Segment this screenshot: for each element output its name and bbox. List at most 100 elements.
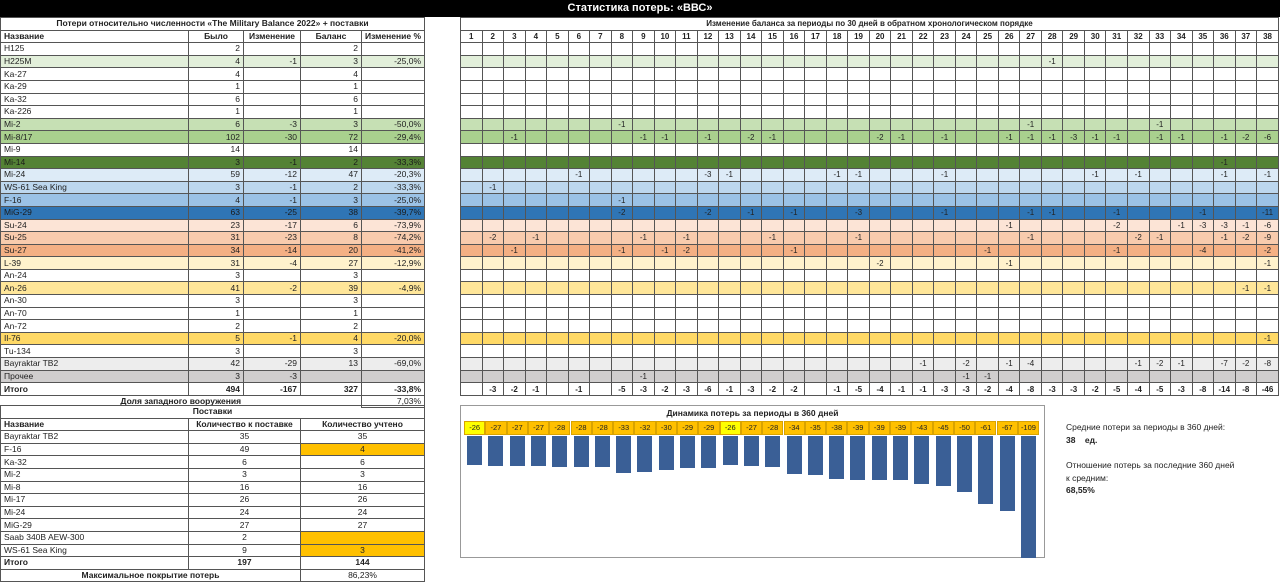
period-cell xyxy=(1083,306,1107,321)
period-cell xyxy=(675,256,698,270)
grid-row: -1 xyxy=(460,155,1279,170)
period-cell: -1 xyxy=(1256,168,1279,182)
balance-count: 3 xyxy=(300,268,362,283)
period-cell xyxy=(546,117,569,132)
period-cell: -1 xyxy=(997,130,1021,144)
period-column-header: 16 xyxy=(782,29,806,44)
supply-row: F-16 49 4 xyxy=(0,442,426,457)
period-cell xyxy=(1083,331,1107,346)
period-cell: -1 xyxy=(503,130,526,144)
period-cell xyxy=(954,205,978,220)
period-cell: -1 xyxy=(1170,218,1193,233)
period-cell xyxy=(825,306,849,321)
period-cell xyxy=(1191,117,1215,132)
period-cell xyxy=(976,319,999,333)
period-cell xyxy=(696,344,720,359)
period-cell xyxy=(567,67,591,81)
period-cell xyxy=(868,67,892,81)
period-cell xyxy=(761,331,784,346)
period-cell xyxy=(933,142,956,157)
period-cell xyxy=(739,294,763,308)
aircraft-name: Mi-14 xyxy=(0,155,189,170)
bar xyxy=(999,436,1015,511)
period-cell xyxy=(782,357,806,371)
period-cell: -1 xyxy=(653,130,677,144)
period-cell xyxy=(696,268,720,283)
period-cell xyxy=(782,42,806,56)
period-total-cell: -1 xyxy=(890,382,913,396)
period-cell xyxy=(1040,42,1064,56)
period-cell: -1 xyxy=(1126,168,1150,182)
period-cell xyxy=(696,256,720,270)
period-cell xyxy=(997,54,1021,69)
period-cell xyxy=(481,193,505,207)
supply-row: Saab 340B AEW-300 2 xyxy=(0,530,426,545)
period-cell: -3 xyxy=(847,205,870,220)
period-cell xyxy=(890,105,913,119)
period-cell xyxy=(868,205,892,220)
aircraft-name: Mi-9 xyxy=(0,142,189,157)
period-cell xyxy=(546,155,569,170)
period-cell xyxy=(911,331,935,346)
period-cell xyxy=(653,42,677,56)
period-cell xyxy=(589,105,612,119)
period-cell: -7 xyxy=(1213,357,1236,371)
period-cell xyxy=(954,344,978,359)
period-cell xyxy=(976,155,999,170)
period-cell: -2 xyxy=(1105,218,1128,233)
period-cell xyxy=(481,331,505,346)
column-header: Название xyxy=(0,417,189,432)
period-cell xyxy=(1105,281,1128,296)
period-cell xyxy=(481,168,505,182)
period-column-header: 38 xyxy=(1256,29,1279,44)
period-column-header: 36 xyxy=(1213,29,1236,44)
period-cell xyxy=(1191,294,1215,308)
period-column-header: 6 xyxy=(567,29,591,44)
period-cell xyxy=(610,79,634,94)
period-cell xyxy=(546,268,569,283)
period-cell xyxy=(589,92,612,107)
period-cell xyxy=(696,193,720,207)
period-cell xyxy=(1170,92,1193,107)
to-deliver-count: 9 xyxy=(188,543,301,558)
period-cell xyxy=(1213,92,1236,107)
period-cell xyxy=(1040,243,1064,258)
bar-label: -26 xyxy=(464,421,486,435)
period-column-header: 20 xyxy=(868,29,892,44)
bar-label: -28 xyxy=(570,421,592,435)
period-cell xyxy=(761,294,784,308)
period-cell xyxy=(610,268,634,283)
period-cell: -1 xyxy=(1019,130,1042,144)
period-cell xyxy=(1234,268,1258,283)
period-cell xyxy=(1040,79,1064,94)
period-cell xyxy=(1126,281,1150,296)
change-count: -3 xyxy=(243,117,301,132)
period-cell xyxy=(524,281,548,296)
period-cell xyxy=(1234,105,1258,119)
period-cell: -2 xyxy=(1234,130,1258,144)
period-cell xyxy=(1083,344,1107,359)
period-cell xyxy=(610,67,634,81)
period-cell xyxy=(546,42,569,56)
period-cell xyxy=(632,155,655,170)
period-cell xyxy=(997,155,1021,170)
period-cell xyxy=(868,281,892,296)
period-cell xyxy=(976,105,999,119)
period-cell xyxy=(567,218,591,233)
period-cell xyxy=(847,54,870,69)
ratio-label-1: Отношение потерь за последние 360 дней xyxy=(1066,460,1235,470)
period-cell xyxy=(1256,92,1279,107)
period-cell xyxy=(589,130,612,144)
period-cell xyxy=(1170,294,1193,308)
period-cell xyxy=(954,92,978,107)
period-cell xyxy=(546,331,569,346)
change-percent: -69,0% xyxy=(360,357,426,371)
period-cell xyxy=(1148,306,1172,321)
bar xyxy=(743,436,759,467)
period-cell xyxy=(1083,54,1107,69)
period-cell xyxy=(610,180,634,195)
period-cell xyxy=(653,155,677,170)
bar xyxy=(488,436,504,467)
period-cell xyxy=(696,243,720,258)
period-cell xyxy=(804,369,827,384)
